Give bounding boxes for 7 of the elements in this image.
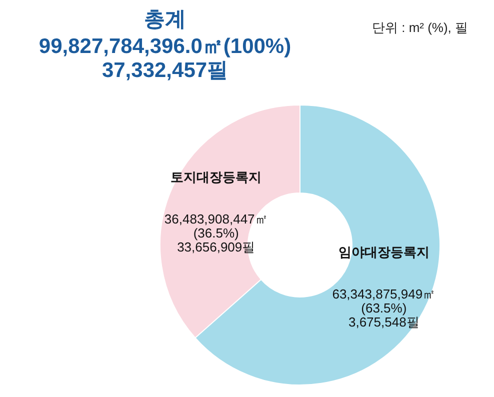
text: 단위 : m² (%), 필	[372, 20, 468, 35]
data-label: 63,343,875,949㎡ (63.5%) 3,675,548필	[332, 286, 436, 330]
data-label: 36,483,908,447㎡ (36.5%) 33,656,909필	[164, 211, 268, 254]
slice-label: 토지대장등록지	[170, 169, 262, 184]
slice-label: 임야대장등록지	[338, 244, 430, 260]
chart-title: 총계	[144, 8, 186, 31]
chart-subtitle: 99,827,784,396.0㎡(100%) 37,332,457필	[38, 35, 292, 82]
